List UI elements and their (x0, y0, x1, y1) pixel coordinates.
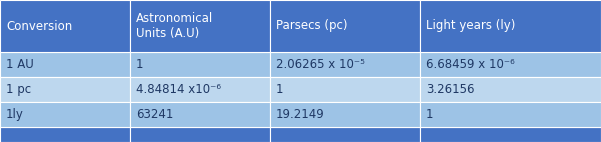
Bar (0, 52, 130, 77)
Bar (0, 0, 130, 52)
Text: 63241: 63241 (136, 108, 173, 121)
Bar (130, 52, 270, 77)
Text: 19.2149: 19.2149 (276, 108, 325, 121)
Text: 1 pc: 1 pc (6, 83, 31, 96)
Bar (130, 0, 270, 52)
Text: 1ly: 1ly (6, 108, 24, 121)
Bar (0, 102, 130, 127)
Text: Parsecs (pc): Parsecs (pc) (276, 19, 347, 33)
Text: 4.84814 x10⁻⁶: 4.84814 x10⁻⁶ (136, 83, 221, 96)
Text: 1: 1 (136, 58, 144, 71)
Text: 3.26156: 3.26156 (426, 83, 475, 96)
Bar (130, 102, 270, 127)
Text: Conversion: Conversion (6, 19, 72, 33)
Bar (420, 0, 601, 52)
Bar (130, 127, 270, 142)
Bar (130, 77, 270, 102)
Text: 1: 1 (426, 108, 433, 121)
Text: 2.06265 x 10⁻⁵: 2.06265 x 10⁻⁵ (276, 58, 365, 71)
Bar (420, 102, 601, 127)
Bar (0, 127, 130, 142)
Bar (270, 77, 420, 102)
Bar (270, 52, 420, 77)
Bar (270, 0, 420, 52)
Text: 1: 1 (276, 83, 284, 96)
Text: Light years (ly): Light years (ly) (426, 19, 516, 33)
Text: Astronomical
Units (A.U): Astronomical Units (A.U) (136, 12, 213, 40)
Bar (270, 102, 420, 127)
Bar (420, 77, 601, 102)
Bar (420, 52, 601, 77)
Bar (420, 127, 601, 142)
Bar (270, 127, 420, 142)
Text: 1 AU: 1 AU (6, 58, 34, 71)
Text: 6.68459 x 10⁻⁶: 6.68459 x 10⁻⁶ (426, 58, 514, 71)
Bar (0, 77, 130, 102)
